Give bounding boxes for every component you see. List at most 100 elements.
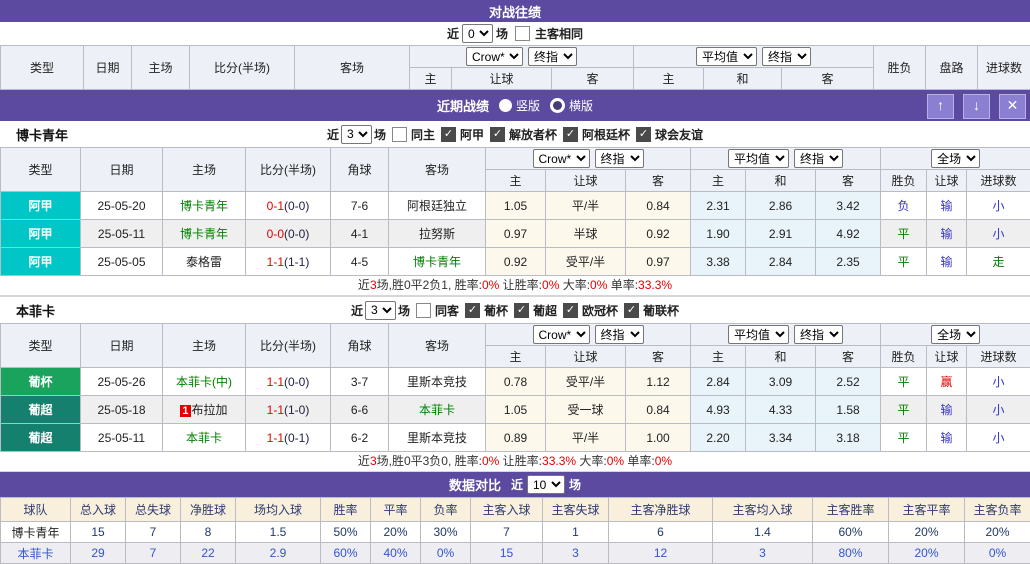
avg-time-select[interactable]: 终指 — [762, 47, 811, 66]
avg-away: 3.42 — [816, 192, 881, 220]
avg-draw: 2.86 — [746, 192, 816, 220]
avg-source-cell: 平均值 终指 — [691, 324, 881, 346]
avg-time-select[interactable]: 终指 — [794, 325, 843, 344]
league-badge: 阿甲 — [1, 248, 81, 276]
stat-cell: 2.9 — [236, 543, 321, 564]
avg-away: 2.35 — [816, 248, 881, 276]
col-result-handicap: 让球 — [927, 170, 967, 192]
vertical-radio-label[interactable]: 竖版 — [516, 97, 540, 114]
h2h-table: 类型 日期 主场 比分(半场) 客场 Crow* 终指 平均值 终指 胜负 盘路… — [0, 45, 1030, 90]
odds-handicap: 受一球 — [546, 396, 626, 424]
matches-label: 场 — [496, 25, 508, 42]
avg-draw: 3.09 — [746, 368, 816, 396]
stat-cell: 1.5 — [236, 522, 321, 543]
h2h-near-select[interactable]: 0 — [462, 24, 493, 43]
same-home-away-checkbox[interactable] — [515, 26, 530, 41]
match-score: 1-1(0-0) — [246, 368, 331, 396]
near-label: 近 — [447, 25, 459, 42]
result-winloss: 负 — [881, 192, 927, 220]
col-odds-home: 主 — [486, 346, 546, 368]
move-down-button[interactable]: ↓ — [963, 94, 990, 119]
avg-time-select[interactable]: 终指 — [794, 149, 843, 168]
odds-source-cell: Crow* 终指 — [410, 46, 634, 68]
comparison-near-select[interactable]: 10 — [527, 475, 565, 494]
cup-checkbox-0[interactable] — [441, 127, 456, 142]
bookmaker-select[interactable]: Crow* — [533, 325, 590, 344]
result-handicap: 输 — [927, 220, 967, 248]
odds-home: 1.05 — [486, 396, 546, 424]
bookmaker-select[interactable]: Crow* — [466, 47, 523, 66]
cup-label-0: 阿甲 — [460, 126, 484, 143]
move-up-button[interactable]: ↑ — [927, 94, 954, 119]
col-result-goals: 进球数 — [967, 346, 1030, 368]
boca-near-select[interactable]: 3 — [341, 125, 372, 144]
cup-checkbox-2[interactable] — [563, 127, 578, 142]
benfica-near-select[interactable]: 3 — [365, 301, 396, 320]
col-score: 比分(半场) — [246, 324, 331, 368]
cup-label-0: 葡杯 — [484, 302, 508, 319]
odds-handicap: 平/半 — [546, 424, 626, 452]
vertical-radio[interactable] — [499, 99, 512, 112]
close-button[interactable]: ✕ — [999, 94, 1026, 119]
odds-time-select[interactable]: 终指 — [528, 47, 577, 66]
result-winloss: 平 — [881, 396, 927, 424]
cup-checkbox-2[interactable] — [563, 303, 578, 318]
col-odds-away: 客 — [626, 170, 691, 192]
stat-cell: 1 — [543, 522, 609, 543]
col-avg-away: 客 — [816, 346, 881, 368]
odds-home: 0.97 — [486, 220, 546, 248]
team-name: 本菲卡 — [1, 543, 71, 564]
stat-cell: 20% — [965, 522, 1030, 543]
avg-away: 3.18 — [816, 424, 881, 452]
cup-checkbox-1[interactable] — [490, 127, 505, 142]
match-date: 25-05-20 — [81, 192, 163, 220]
col-avg-away: 客 — [816, 170, 881, 192]
same-home-label: 同主 — [411, 126, 435, 143]
boca-section-row: 博卡青年 近 3 场 同主 阿甲 解放者杯 阿根廷杯 球会友谊 — [0, 121, 1030, 147]
window-buttons: ↑ ↓ ✕ — [918, 94, 1026, 119]
comp-col-14: 主客负率 — [965, 498, 1030, 522]
horizontal-radio-label[interactable]: 横版 — [569, 97, 593, 114]
average-select[interactable]: 平均值 — [728, 149, 789, 168]
col-avg-home: 主 — [634, 68, 704, 90]
boca-team-title: 博卡青年 — [16, 125, 68, 144]
comp-col-12: 主客胜率 — [813, 498, 889, 522]
col-home: 主场 — [132, 46, 190, 90]
col-odds-home: 主 — [410, 68, 452, 90]
cup-checkbox-3[interactable] — [636, 127, 651, 142]
same-home-checkbox[interactable] — [392, 127, 407, 142]
result-goals: 小 — [967, 368, 1030, 396]
avg-home: 1.90 — [691, 220, 746, 248]
average-select[interactable]: 平均值 — [696, 47, 757, 66]
col-away: 客场 — [295, 46, 410, 90]
horizontal-radio[interactable] — [550, 98, 565, 113]
same-away-checkbox[interactable] — [416, 303, 431, 318]
stat-cell: 12 — [609, 543, 713, 564]
col-score: 比分(半场) — [246, 148, 331, 192]
stat-cell: 7 — [471, 522, 543, 543]
result-handicap: 输 — [927, 248, 967, 276]
cup-checkbox-0[interactable] — [465, 303, 480, 318]
stat-cell: 60% — [321, 543, 371, 564]
bookmaker-select[interactable]: Crow* — [533, 149, 590, 168]
scope-cell: 全场 — [881, 324, 1030, 346]
average-select[interactable]: 平均值 — [728, 325, 789, 344]
cup-checkbox-1[interactable] — [514, 303, 529, 318]
fulltime-select[interactable]: 全场 — [931, 325, 980, 344]
odds-time-select[interactable]: 终指 — [595, 149, 644, 168]
col-result-handicap: 让球 — [927, 346, 967, 368]
match-row: 葡超 25-05-11 本菲卡 1-1(0-1) 6-2 里斯本竞技 0.89 … — [1, 424, 1030, 452]
odds-time-select[interactable]: 终指 — [595, 325, 644, 344]
col-result: 胜负 — [881, 346, 927, 368]
h2h-header-bar: 对战往绩 — [0, 0, 1030, 22]
cup-checkbox-3[interactable] — [624, 303, 639, 318]
league-badge: 葡超 — [1, 396, 81, 424]
odds-away: 0.92 — [626, 220, 691, 248]
fulltime-select[interactable]: 全场 — [931, 149, 980, 168]
col-corner: 角球 — [331, 324, 389, 368]
col-home: 主场 — [163, 324, 246, 368]
col-type: 类型 — [1, 324, 81, 368]
odds-home: 0.92 — [486, 248, 546, 276]
avg-home: 2.31 — [691, 192, 746, 220]
comp-col-5: 胜率 — [321, 498, 371, 522]
